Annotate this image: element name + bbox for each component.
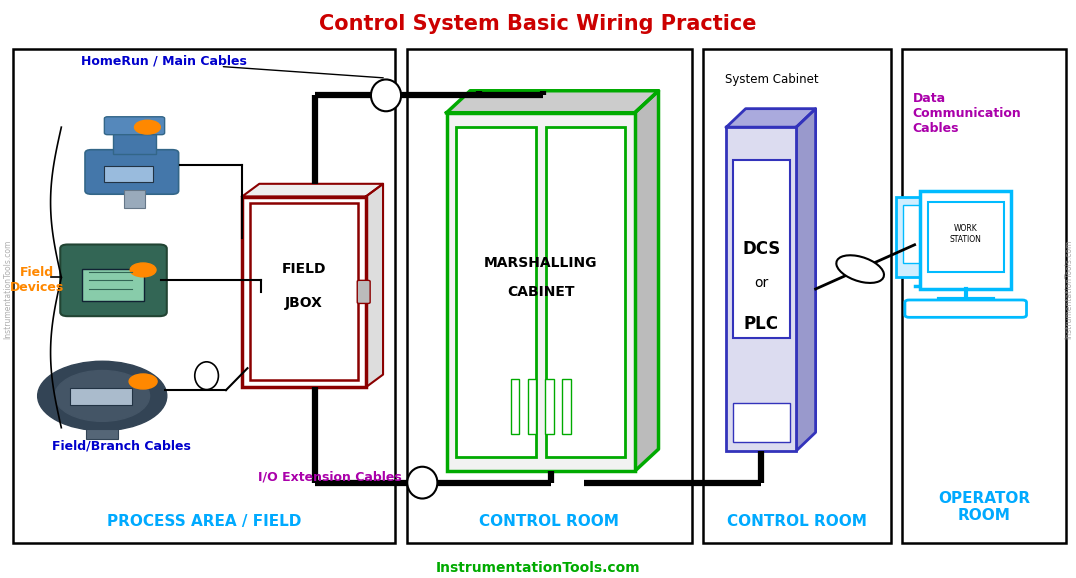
Ellipse shape — [836, 255, 884, 283]
Bar — [242, 197, 366, 387]
Text: InstrumentationTools.com: InstrumentationTools.com — [1064, 239, 1073, 339]
Bar — [562, 379, 570, 434]
Bar — [113, 131, 156, 154]
FancyBboxPatch shape — [905, 300, 1027, 317]
Bar — [407, 49, 692, 543]
FancyBboxPatch shape — [104, 117, 165, 135]
Text: InstrumentationTools.com: InstrumentationTools.com — [3, 239, 12, 339]
FancyBboxPatch shape — [357, 280, 370, 303]
Text: System Cabinet: System Cabinet — [725, 73, 819, 86]
Bar — [82, 269, 144, 301]
Text: JBOX: JBOX — [285, 297, 323, 310]
Text: MARSHALLING: MARSHALLING — [484, 256, 597, 270]
Text: InstrumentationTools.com: InstrumentationTools.com — [436, 561, 640, 575]
Bar — [70, 388, 132, 405]
Circle shape — [55, 370, 150, 421]
Text: Control System Basic Wiring Practice: Control System Basic Wiring Practice — [320, 14, 756, 35]
Bar — [447, 113, 635, 471]
Circle shape — [130, 263, 156, 277]
Text: DCS: DCS — [742, 239, 780, 258]
Bar — [510, 379, 519, 434]
Text: HomeRun / Main Cables: HomeRun / Main Cables — [81, 54, 246, 67]
Bar — [104, 166, 153, 182]
Bar — [703, 49, 891, 543]
Circle shape — [134, 120, 160, 134]
Polygon shape — [796, 109, 816, 451]
Bar — [527, 379, 536, 434]
Text: FIELD: FIELD — [282, 262, 326, 276]
Ellipse shape — [195, 362, 218, 390]
Bar — [86, 429, 118, 439]
Circle shape — [38, 361, 167, 431]
Circle shape — [129, 374, 157, 389]
Polygon shape — [242, 184, 383, 197]
Text: WORK
STATION: WORK STATION — [950, 224, 981, 244]
FancyBboxPatch shape — [60, 244, 167, 316]
Text: or: or — [754, 276, 768, 290]
Polygon shape — [635, 91, 659, 471]
Text: Field
Devices: Field Devices — [10, 266, 63, 294]
Bar — [928, 202, 1004, 272]
Bar — [124, 190, 145, 208]
Text: CONTROL ROOM: CONTROL ROOM — [727, 514, 866, 529]
Text: OPERATOR
ROOM: OPERATOR ROOM — [938, 491, 1030, 523]
Bar — [733, 160, 790, 338]
Bar — [250, 203, 358, 380]
Ellipse shape — [407, 467, 437, 498]
Bar — [456, 127, 536, 457]
Bar — [903, 205, 971, 263]
Bar — [546, 127, 625, 457]
Text: CONTROL ROOM: CONTROL ROOM — [480, 514, 619, 529]
Bar — [544, 379, 553, 434]
Bar — [13, 49, 395, 543]
Polygon shape — [726, 109, 816, 127]
Bar — [896, 197, 977, 277]
Polygon shape — [366, 184, 383, 387]
Polygon shape — [447, 91, 659, 113]
Text: Field/Branch Cables: Field/Branch Cables — [52, 440, 190, 453]
Text: PLC: PLC — [744, 314, 779, 333]
Bar — [902, 49, 1066, 543]
FancyBboxPatch shape — [85, 150, 179, 194]
Bar — [726, 127, 796, 451]
Text: CABINET: CABINET — [507, 285, 575, 299]
Bar — [920, 191, 1011, 289]
Text: Data
Communication
Cables: Data Communication Cables — [912, 92, 1021, 135]
Bar — [733, 403, 790, 442]
Ellipse shape — [371, 80, 401, 111]
Text: PROCESS AREA / FIELD: PROCESS AREA / FIELD — [107, 514, 301, 529]
Text: I/O Extension Cables: I/O Extension Cables — [258, 470, 402, 483]
